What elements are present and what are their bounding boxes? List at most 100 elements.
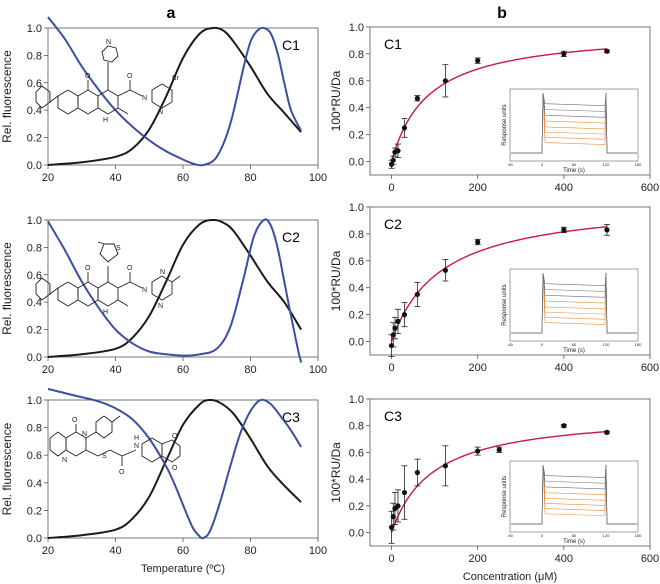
x-tick-label: 100	[309, 172, 327, 184]
y-tick-label: 0.4	[349, 474, 364, 486]
sensorgram-trace	[511, 272, 637, 334]
atom-label: N	[62, 457, 67, 464]
x-tick-label: 40	[109, 545, 121, 557]
data-point	[604, 48, 610, 54]
x-tick-label: 40	[109, 172, 121, 184]
sensorgram-trace	[511, 92, 637, 154]
melt-curve-blue	[47, 388, 302, 540]
sensorgram-inset: -60 0 60 120 180 Time (s) Response units	[502, 460, 642, 545]
y-tick-label: 0.4	[27, 105, 42, 117]
y-tick-label: 0.8	[349, 421, 364, 433]
data-point	[395, 148, 401, 154]
atom-label: Br	[172, 75, 180, 82]
data-point	[442, 78, 448, 84]
atom-label: N	[158, 109, 163, 116]
melt-curve-black	[47, 26, 302, 166]
panel-label-b: b	[497, 5, 507, 22]
y-tick-label: 0.2	[349, 501, 364, 513]
inset-frame	[509, 268, 639, 342]
y-tick-label: 0.0	[27, 533, 42, 545]
y-tick-label: 0.6	[349, 447, 364, 459]
data-point	[401, 489, 408, 496]
compound-label: C2	[282, 229, 300, 245]
binding-chart-c3: 0 200 400 6000.00.20.40.60.81.0100*RU/DaCon…	[329, 394, 659, 583]
fit-curve	[390, 226, 607, 342]
atom-label: H	[134, 435, 139, 442]
y-tick-label: 0.8	[349, 229, 364, 241]
y-tick-label: 0.6	[27, 78, 42, 90]
melt-curve-blue	[47, 16, 302, 167]
x-tick-label: 0	[388, 553, 394, 565]
atom-label: N	[158, 303, 163, 310]
inset-x-tick: 180	[635, 162, 642, 167]
y-tick-label: 0.6	[349, 76, 364, 88]
atom-label: N	[134, 443, 139, 450]
plot-frame	[47, 399, 319, 539]
inset-x-tick: 0	[541, 162, 544, 167]
atom-label: S	[116, 245, 121, 252]
y-tick-label: 1.0	[349, 394, 364, 406]
molecule-structure-c3: O N N S O N H O O	[49, 415, 181, 476]
data-point	[401, 125, 408, 131]
atom-label: H	[103, 117, 108, 124]
molecule-structure-c1: N Br O O N N H	[35, 39, 180, 124]
y-tick-label: 0.6	[27, 270, 42, 282]
y-tick-label: 0.2	[349, 310, 364, 322]
x-tick-label: 80	[244, 364, 256, 376]
x-tick-label: 200	[469, 182, 487, 194]
inset-x-tick: 0	[541, 533, 544, 538]
binding-chart-c1: 0 200 400 6000.00.20.40.60.81.0100*RU/DaC1-…	[329, 22, 659, 194]
x-tick-label: 600	[641, 182, 659, 194]
melt-chart-c2: 20 40 60 80 100 0.0 0.2 0.4 0.6 0.8 1.0 Rel. fluore…	[0, 215, 327, 376]
melt-chart-c1: 20 40 60 80 100 0.0 0.2 0.4 0.6 0.8 1.0 Rel. fluore…	[0, 16, 327, 184]
y-axis-label: 100*RU/Da	[329, 70, 343, 131]
x-tick-label: 80	[244, 172, 256, 184]
data-point	[388, 524, 395, 530]
atom-label: O	[172, 433, 178, 440]
data-point	[414, 469, 420, 476]
inset-x-tick: 60	[572, 162, 577, 167]
data-point	[561, 423, 567, 429]
inset-x-tick: 60	[572, 533, 577, 538]
data-point	[390, 332, 396, 338]
data-point	[442, 267, 448, 273]
x-tick-label: 40	[109, 364, 121, 376]
binding-chart-c2: 0 200 400 6000.00.20.40.60.81.0100*RU/DaC2-…	[329, 202, 659, 374]
data-point	[475, 239, 481, 245]
inset-x-tick: 180	[635, 342, 642, 347]
sensorgram-trace	[511, 464, 637, 525]
data-point	[475, 58, 481, 64]
compound-label: C3	[384, 408, 402, 424]
x-tick-label: 600	[641, 362, 659, 374]
inset-x-tick: 60	[572, 342, 577, 347]
y-tick-label: 0.2	[27, 325, 42, 337]
compound-label: C1	[282, 37, 300, 53]
x-tick-label: 20	[42, 172, 54, 184]
x-tick-label: 0	[388, 182, 394, 194]
plot-frame	[47, 27, 319, 166]
data-point	[390, 157, 396, 163]
y-tick-label: 1.0	[27, 23, 42, 35]
atom-label: N	[160, 269, 165, 276]
data-point	[395, 503, 401, 509]
melt-curve-black	[47, 218, 302, 358]
x-tick-label: 80	[244, 545, 256, 557]
inset-x-tick: 180	[635, 533, 642, 538]
inset-x-label: Time (s)	[563, 348, 585, 354]
inset-x-label: Time (s)	[563, 168, 585, 174]
inset-frame	[509, 88, 639, 162]
sensorgram-inset: -60 0 60 120 180 Time (s) Response units	[502, 268, 642, 354]
inset-x-tick: -60	[507, 533, 514, 538]
inset-y-label: Response units	[502, 104, 508, 145]
y-tick-label: 0.2	[27, 505, 42, 517]
y-tick-label: 0.4	[349, 103, 364, 115]
atom-label: O	[172, 465, 178, 472]
data-point	[390, 514, 396, 520]
data-point	[496, 447, 502, 453]
y-tick-label: 0.2	[27, 133, 42, 145]
x-tick-label: 60	[177, 364, 189, 376]
x-tick-label: 100	[309, 545, 327, 557]
y-tick-label: 0.8	[27, 242, 42, 254]
melt-curve-blue	[47, 218, 303, 363]
